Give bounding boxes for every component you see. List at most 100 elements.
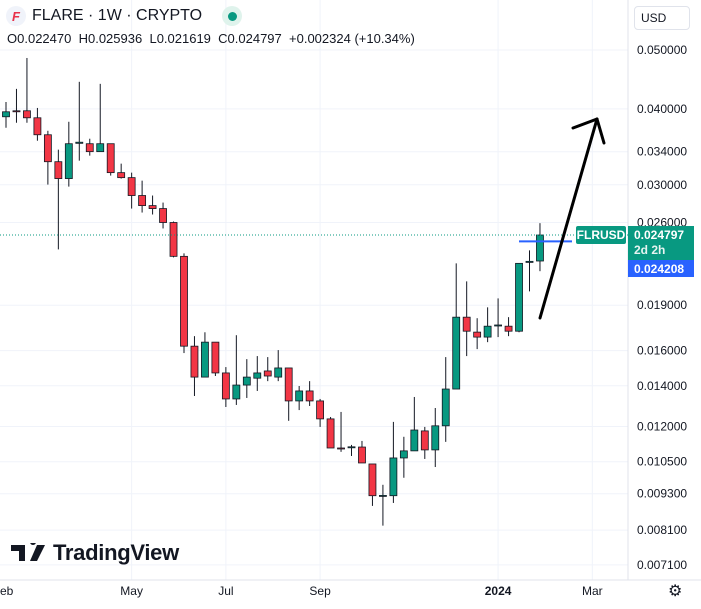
candle-body [190,345,199,378]
candle-body [33,117,42,136]
symbol-title[interactable]: FLARE · 1W · CRYPTO [32,7,203,24]
candle-body [462,316,471,332]
line-price-label: 0.024208 [634,262,684,276]
symbol-tag: FLRUSD [576,226,626,245]
candle [536,223,544,272]
candle-body [515,262,523,332]
candle-body [399,450,408,459]
price-tick-label: 0.012000 [637,419,687,433]
candle [441,357,450,442]
low-value: 0.021619 [156,31,211,46]
time-tick-label: Mar [582,584,603,598]
candle-body [431,425,440,451]
high-label: H [78,31,88,46]
price-tick-label: 0.050000 [637,43,687,57]
candle [515,262,523,333]
candle-body [117,172,126,179]
price-tick-label: 0.014000 [637,379,687,393]
candle-body [96,143,105,153]
candle-body [148,205,157,209]
price-tick-label: 0.008100 [637,523,687,537]
close-value: 0.024797 [227,31,282,46]
tradingview-logo-icon [11,543,45,561]
candle [180,253,188,354]
grid-lines [0,0,628,580]
price-tick-label: 0.007100 [637,558,687,572]
candle [525,250,534,292]
price-tick-label: 0.010500 [637,455,687,469]
candle-body [75,141,84,144]
candle [138,180,147,213]
candle-body [337,447,345,450]
candle [305,381,314,406]
flare-logo-icon: F [6,6,26,26]
candle-body [159,208,167,223]
logo-letter: F [12,8,20,24]
candle-body [127,177,136,196]
candle-body [169,222,178,257]
candle [12,88,21,123]
candle [295,385,304,411]
candle [462,281,471,357]
candles [2,57,544,526]
candle [148,195,157,215]
candle-body [12,110,21,113]
candle [473,318,482,350]
candle [326,416,335,449]
candle [399,436,408,478]
candle-body [358,446,366,464]
candle-body [201,341,209,378]
candle [316,398,325,427]
price-axis[interactable]: 0.0500000.0400000.0340000.0300000.026000… [637,43,687,572]
candle [23,57,31,123]
candle [358,440,366,464]
candle-body [106,143,115,174]
candle-body [452,316,461,390]
price-tick-label: 0.034000 [637,145,687,159]
market-status-icon[interactable] [222,6,243,26]
candle [2,101,10,128]
candle-body [316,400,325,420]
candle [117,163,126,179]
candle [190,336,199,396]
candle-body [473,331,482,338]
trend-arrow-drawing[interactable] [538,117,606,320]
candle-body [389,457,398,497]
price-tick-label: 0.040000 [637,102,687,116]
ohlc-legend: O0.022470 H0.025936 L0.021619 C0.024797 … [7,31,415,46]
candle-body [284,367,293,402]
candle [33,107,42,141]
candle-body [536,234,544,262]
time-tick-label: 2024 [485,584,512,598]
open-value: 0.022470 [17,31,72,46]
high-value: 0.025936 [87,31,143,46]
candle [106,143,115,176]
candle [232,335,241,405]
candle [127,172,136,209]
candle-body [221,372,230,400]
candle-body [326,418,335,449]
tradingview-logo[interactable]: TradingView [11,540,179,566]
candle-body [494,324,502,327]
candle-body [368,463,377,497]
symbol-header[interactable]: F FLARE · 1W · CRYPTO [6,6,243,26]
last-price-label: 0.024797 [634,228,684,242]
candle-body [504,325,513,332]
currency-select[interactable]: USD [634,6,690,30]
candle-body [420,430,429,451]
candle-body [441,388,450,427]
candle [263,357,272,382]
settings-icon[interactable]: ⚙ [668,583,683,600]
open-label: O [7,31,18,46]
candle [96,83,105,153]
candle [253,356,262,391]
candle [483,307,492,343]
time-tick-label: eb [0,584,14,598]
candle-body [242,376,251,386]
candle-body [43,134,52,163]
line-price-tag: 0.024208 [628,260,694,278]
time-axis[interactable]: eb May Jul Sep 2024 Mar [0,584,603,598]
candle-body [180,255,188,347]
candle-body [263,370,272,377]
